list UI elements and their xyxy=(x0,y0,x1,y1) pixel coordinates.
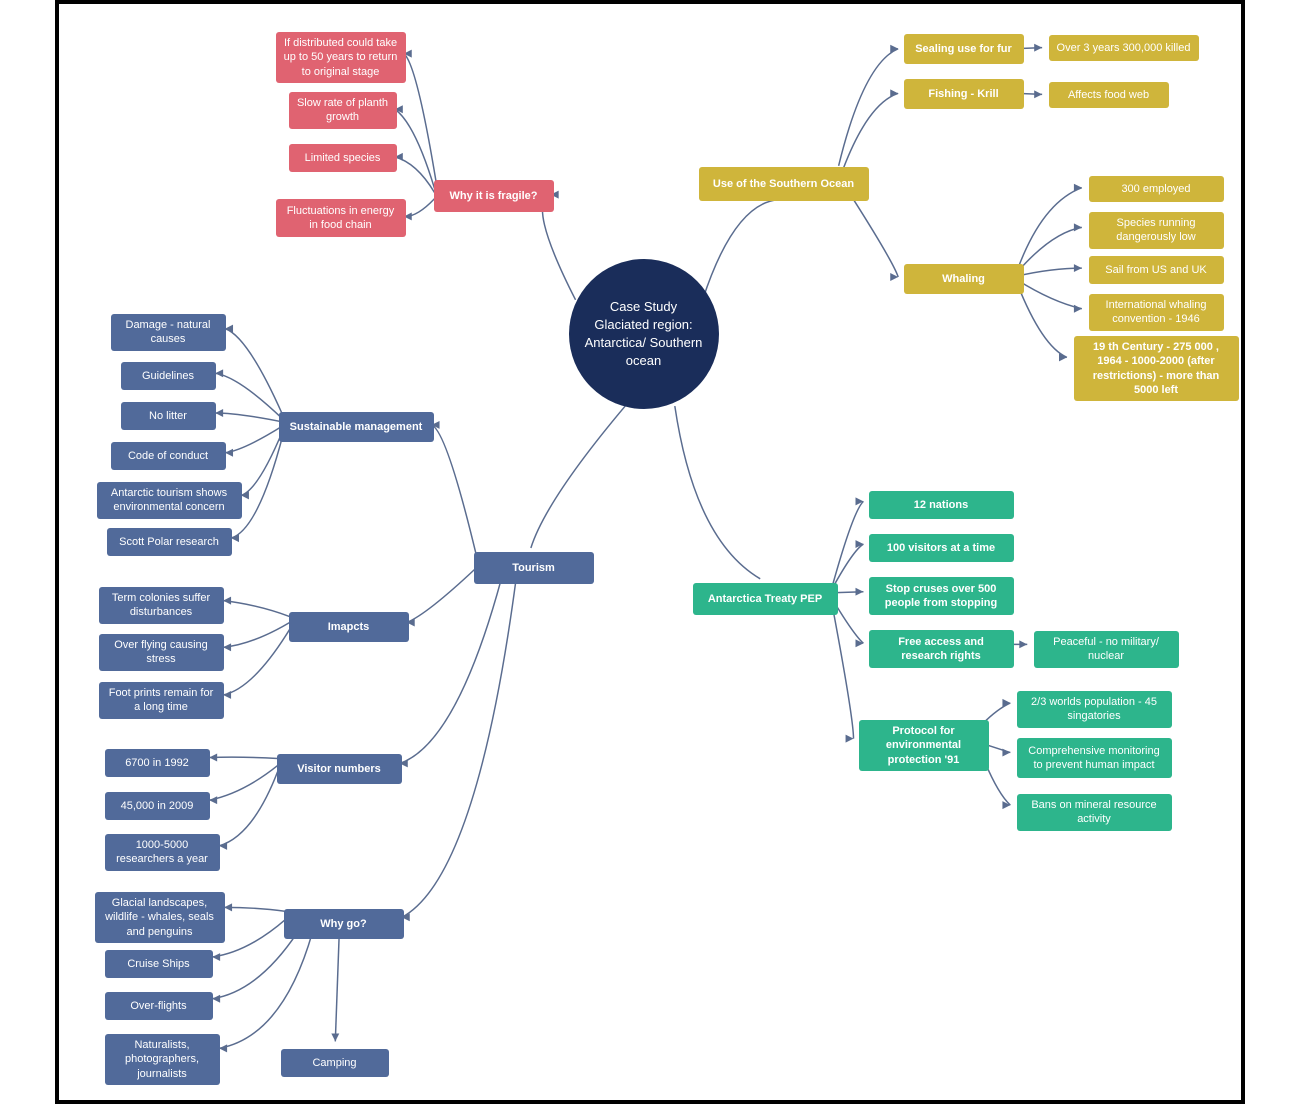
node-treaty: Antarctica Treaty PEP xyxy=(693,583,838,615)
node-pr_pop: 2/3 worlds population - 45 singatories xyxy=(1017,691,1172,728)
node-wh_conv: International whaling convention - 1946 xyxy=(1089,294,1224,331)
node-wh_300: 300 employed xyxy=(1089,176,1224,202)
node-vn_res: 1000-5000 researchers a year xyxy=(105,834,220,871)
node-im_term: Term colonies suffer disturbances xyxy=(99,587,224,624)
node-tr_cruise: Stop cruses over 500 people from stoppin… xyxy=(869,577,1014,615)
node-pr_ban: Bans on mineral resource activity xyxy=(1017,794,1172,831)
node-s_code: Code of conduct xyxy=(111,442,226,470)
node-fr_flux: Fluctuations in energy in food chain xyxy=(276,199,406,237)
node-im_fly: Over flying causing stress xyxy=(99,634,224,671)
node-s_damage: Damage - natural causes xyxy=(111,314,226,351)
node-sealing: Sealing use for fur xyxy=(904,34,1024,64)
node-s_scott: Scott Polar research xyxy=(107,528,232,556)
node-tr_free: Free access and research rights xyxy=(869,630,1014,668)
node-wg_cruise: Cruise Ships xyxy=(105,950,213,978)
node-sustain: Sustainable management xyxy=(279,412,434,442)
node-fr_slow: Slow rate of planth growth xyxy=(289,92,397,129)
node-camping: Camping xyxy=(281,1049,389,1077)
node-wh_19c: 19 th Century - 275 000 , 1964 - 1000-20… xyxy=(1074,336,1239,401)
node-tourism: Tourism xyxy=(474,552,594,584)
node-im_foot: Foot prints remain for a long time xyxy=(99,682,224,719)
node-sealing_d: Over 3 years 300,000 killed xyxy=(1049,35,1199,61)
node-s_env: Antarctic tourism shows environmental co… xyxy=(97,482,242,519)
node-fishing_d: Affects food web xyxy=(1049,82,1169,108)
node-tr_100: 100 visitors at a time xyxy=(869,534,1014,562)
node-whaling: Whaling xyxy=(904,264,1024,294)
node-vn_92: 6700 in 1992 xyxy=(105,749,210,777)
node-impacts: Imapcts xyxy=(289,612,409,642)
node-fishing: Fishing - Krill xyxy=(904,79,1024,109)
node-fr_50: If distributed could take up to 50 years… xyxy=(276,32,406,83)
node-wg_land: Glacial landscapes, wildlife - whales, s… xyxy=(95,892,225,943)
node-pr_mon: Comprehensive monitoring to prevent huma… xyxy=(1017,738,1172,778)
node-tr_peace: Peaceful - no military/ nuclear xyxy=(1034,631,1179,668)
node-tr_12: 12 nations xyxy=(869,491,1014,519)
node-tr_proto: Protocol for environmental protection '9… xyxy=(859,720,989,771)
node-wg_over: Over-flights xyxy=(105,992,213,1020)
node-fr_species: Limited species xyxy=(289,144,397,172)
node-s_guide: Guidelines xyxy=(121,362,216,390)
node-whygo: Why go? xyxy=(284,909,404,939)
node-wg_nat: Naturalists, photographers, journalists xyxy=(105,1034,220,1085)
node-s_litter: No litter xyxy=(121,402,216,430)
center-node: Case Study Glaciated region: Antarctica/… xyxy=(569,259,719,409)
node-vn_09: 45,000 in 2009 xyxy=(105,792,210,820)
node-wh_low: Species running dangerously low xyxy=(1089,212,1224,249)
node-uses: Use of the Southern Ocean xyxy=(699,167,869,201)
node-fragile: Why it is fragile? xyxy=(434,180,554,212)
node-wh_usuk: Sail from US and UK xyxy=(1089,256,1224,284)
node-visitors: Visitor numbers xyxy=(277,754,402,784)
